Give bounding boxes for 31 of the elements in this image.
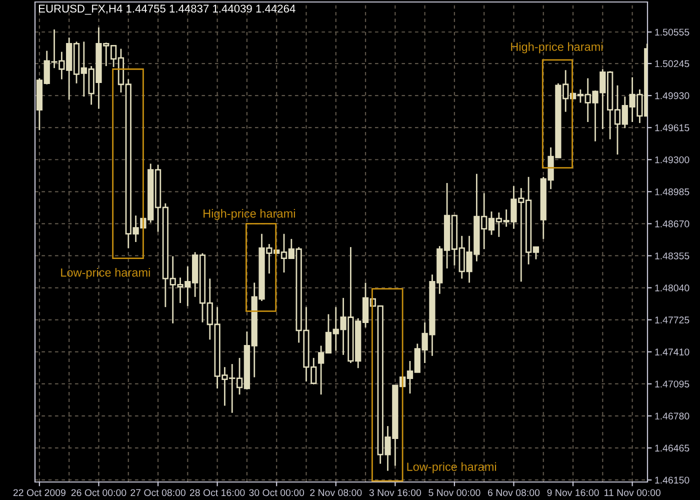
- x-tick-label: 9 Nov 16:00: [547, 489, 599, 496]
- y-tick-label: 1.49930: [655, 92, 690, 100]
- x-tick-label: 28 Oct 16:00: [190, 489, 245, 496]
- x-tick-label: 11 Nov 00:00: [604, 489, 660, 496]
- y-tick-label: 1.47725: [655, 316, 690, 324]
- x-tick-label: 26 Oct 00:00: [71, 489, 126, 496]
- y-tick-label: 1.49615: [655, 124, 690, 132]
- x-tick-label: 2 Nov 08:00: [310, 489, 362, 496]
- y-tick-label: 1.48040: [655, 284, 690, 292]
- y-tick-label: 1.48355: [655, 252, 690, 260]
- annotation: Low-price harami: [61, 268, 150, 280]
- y-tick-label: 1.46465: [655, 444, 690, 452]
- y-tick-label: 1.48670: [655, 220, 690, 228]
- y-tick-label: 1.50245: [655, 60, 690, 68]
- y-tick-label: 1.47410: [655, 348, 690, 356]
- annotation: Low-price harami: [407, 462, 496, 474]
- x-tick-label: 30 Oct 00:00: [249, 489, 304, 496]
- y-tick-label: 1.46150: [655, 476, 690, 484]
- x-tick-label: 5 Nov 00:00: [428, 489, 480, 496]
- y-tick-label: 1.46780: [655, 412, 690, 420]
- annotation: High-price harami: [511, 42, 603, 54]
- y-tick-label: 1.47095: [655, 380, 690, 388]
- x-tick-label: 27 Oct 08:00: [130, 489, 186, 496]
- x-tick-label: 22 Oct 2009: [13, 489, 66, 496]
- y-tick-label: 1.48985: [655, 188, 690, 196]
- x-tick-label: 3 Nov 16:00: [369, 489, 421, 496]
- chart-title: EURUSD_FX,H4 1.44755 1.44837 1.44039 1.44264: [38, 4, 296, 15]
- annotation: High-price harami: [204, 209, 295, 220]
- y-tick-label: 1.50555: [655, 28, 690, 36]
- x-tick-label: 6 Nov 08:00: [488, 489, 540, 496]
- y-tick-label: 1.49300: [655, 156, 690, 164]
